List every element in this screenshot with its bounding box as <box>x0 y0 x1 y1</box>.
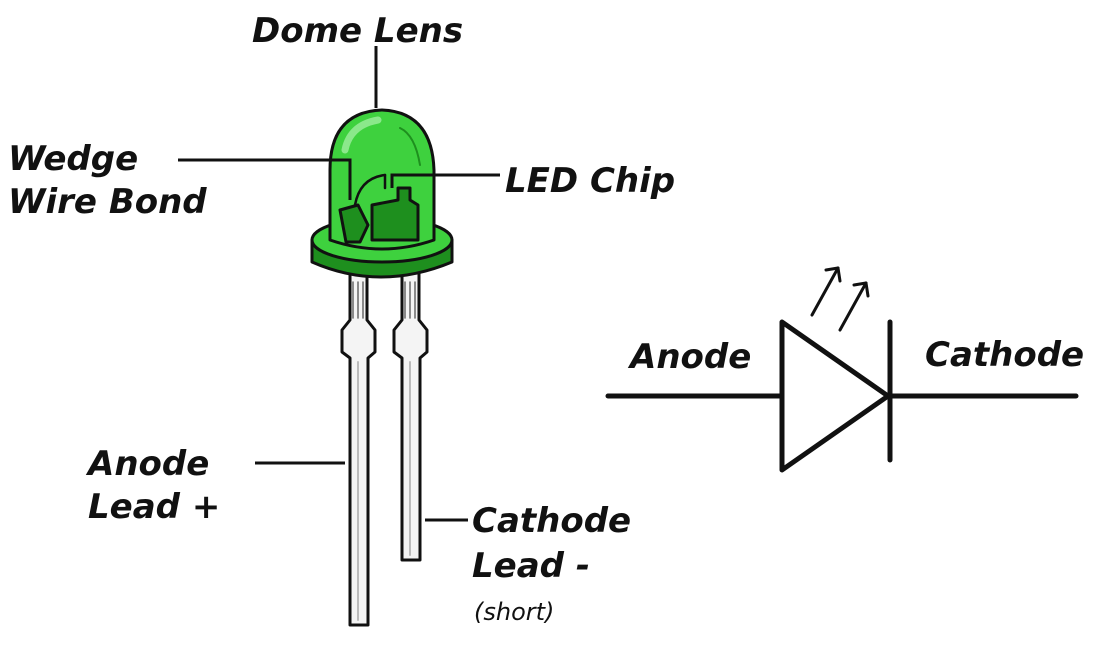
cathode-lead-label-line1: Cathode <box>472 501 631 541</box>
wedge-wire-bond <box>338 173 387 244</box>
light-emission-arrows-icon <box>810 266 870 332</box>
wedge-label-line2: Wire Bond <box>8 182 207 222</box>
symbol-cathode-label: Cathode <box>925 335 1084 375</box>
leader-wedge <box>178 158 352 200</box>
led-chip <box>370 173 420 242</box>
anode-lead-label-line2: Lead + <box>88 487 220 527</box>
wedge-label-line1: Wedge <box>8 139 138 179</box>
dome-lens-label: Dome Lens <box>252 11 463 51</box>
led-chip-label: LED Chip <box>505 161 675 201</box>
symbol-diode-triangle <box>779 319 891 473</box>
cathode-lead-label-line2: Lead - <box>472 546 590 586</box>
anode-lead <box>340 268 377 627</box>
leader-led-chip <box>390 173 500 188</box>
cathode-lead <box>392 268 429 562</box>
anode-lead-label-line1: Anode <box>85 444 209 484</box>
led-schematic-symbol <box>605 266 1079 473</box>
led-component <box>310 108 454 627</box>
symbol-anode-label: Anode <box>627 337 751 377</box>
cathode-lead-note: (short) <box>474 598 554 626</box>
leader-lines <box>178 46 500 522</box>
